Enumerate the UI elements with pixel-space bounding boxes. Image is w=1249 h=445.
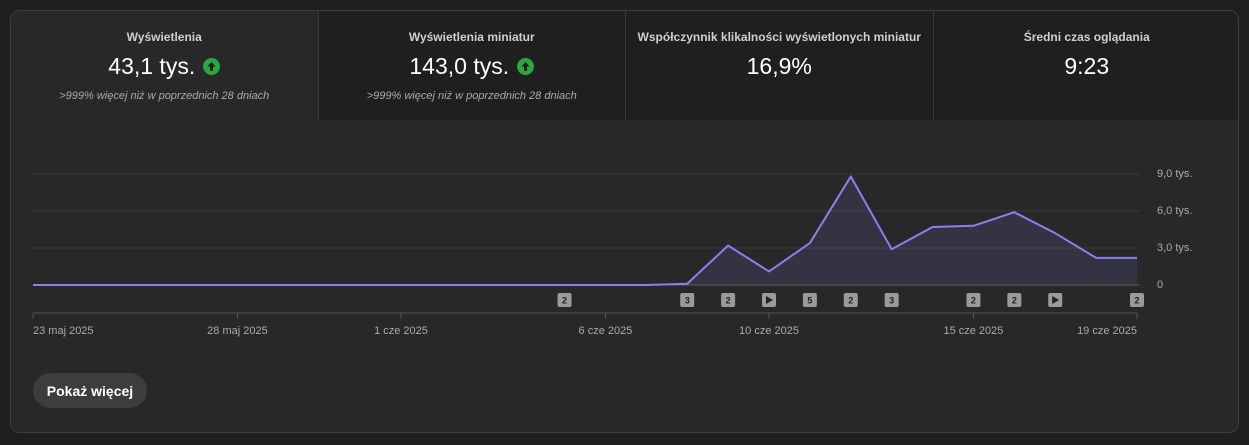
area: [33, 176, 1137, 285]
y-tick-label: 6,0 tys.: [1157, 205, 1192, 217]
x-tick-label: 6 cze 2025: [579, 325, 633, 337]
x-tick-label: 19 cze 2025: [1077, 325, 1137, 337]
metric-change: >999% więcej niż w poprzednich 28 dniach: [59, 90, 270, 102]
marker-label: 2: [971, 295, 976, 305]
line: [33, 175, 1137, 286]
metric-value: 43,1 tys.: [108, 53, 196, 79]
marker-box: [721, 293, 736, 307]
x-tick-label: 23 maj 2025: [33, 325, 94, 337]
x-tick-label: 15 cze 2025: [943, 325, 1003, 337]
metric-tab[interactable]: Współczynnik klikalności wyświetlonych m…: [625, 11, 933, 120]
metric-tabs: Wyświetlenia 43,1 tys. >999% więcej niż w …: [11, 11, 1239, 120]
metric-tab[interactable]: Wyświetlenia 43,1 tys. >999% więcej niż w …: [11, 11, 318, 120]
marker-box: [1130, 293, 1144, 307]
metric-title: Średni czas oglądania: [1023, 30, 1150, 44]
show-more-button[interactable]: Pokaż więcej: [33, 373, 147, 408]
video-icon: [1052, 296, 1060, 304]
metric-value: 9:23: [1064, 53, 1110, 79]
metric-value: 143,0 tys.: [409, 53, 510, 79]
marker-box: [884, 293, 899, 307]
marker-label: 2: [1012, 295, 1017, 305]
metric-title: Wyświetlenia miniatur: [408, 30, 535, 44]
x-tick-label: 1 cze 2025: [374, 325, 428, 337]
marker-label: 2: [1134, 295, 1139, 305]
metric-value-row: 43,1 tys.: [11, 53, 318, 80]
marker-box: [1007, 293, 1022, 307]
metric-value: 16,9%: [746, 53, 812, 79]
marker-label: 2: [562, 295, 567, 305]
x-tick-label: 28 maj 2025: [207, 325, 268, 337]
trend-up-icon: [203, 58, 221, 75]
metric-value-row: 143,0 tys.: [319, 53, 626, 80]
marker-box: [802, 293, 817, 307]
trend-up-icon: [517, 58, 535, 75]
x-tick-label: 10 cze 2025: [739, 325, 799, 337]
metric-title: Współczynnik klikalności wyświetlonych m…: [637, 30, 921, 44]
metric-value-row: 16,9%: [626, 53, 933, 80]
y-tick-label: 3,0 tys.: [1157, 242, 1192, 254]
metric-change: >999% więcej niż w poprzednich 28 dniach: [366, 90, 577, 102]
marker-box: [557, 293, 572, 307]
metric-value-row: 9:23: [934, 53, 1239, 80]
marker-box: [843, 293, 858, 307]
marker-label: 2: [726, 295, 731, 305]
metric-tab[interactable]: Średni czas oglądania 9:23: [932, 11, 1239, 120]
marker-label: 5: [807, 295, 812, 305]
marker-label: 2: [848, 295, 853, 305]
marker-label: 3: [685, 295, 690, 305]
y-tick-label: 9,0 tys.: [1157, 168, 1192, 180]
marker-box: [966, 293, 981, 307]
metric-tab[interactable]: Wyświetlenia miniatur 143,0 tys. >999% wię…: [317, 11, 626, 120]
video-icon: [766, 296, 773, 304]
y-tick-label: 0: [1157, 279, 1163, 291]
marker-label: 3: [889, 295, 894, 305]
marker-box: [680, 293, 695, 307]
metric-title: Wyświetlenia: [126, 30, 202, 44]
